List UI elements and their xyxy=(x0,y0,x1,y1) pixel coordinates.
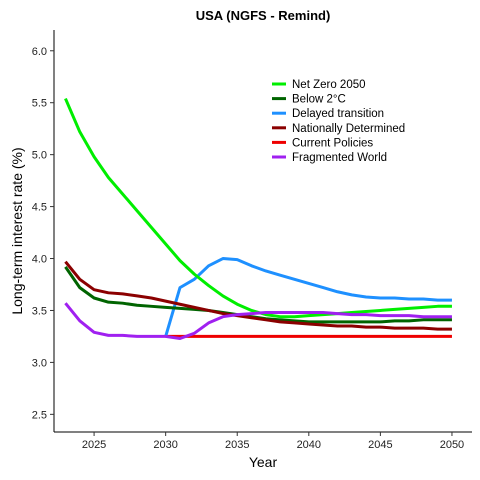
y-tick-label: 4.0 xyxy=(32,254,47,266)
series-line-delayed-transition xyxy=(164,257,452,337)
x-tick-label: 2035 xyxy=(225,439,249,451)
x-ticks: 2025 2030 2035 2040 2045 2050 xyxy=(82,432,464,451)
series-layer xyxy=(64,97,452,341)
y-tick-label: 3.5 xyxy=(32,305,47,317)
y-tick-label: 4.5 xyxy=(32,202,47,214)
y-tick-label: 3.0 xyxy=(32,357,47,369)
legend-label: Fragmented World xyxy=(292,152,387,164)
y-tick-label: 5.0 xyxy=(32,150,47,162)
y-ticks: 2.5 3.0 3.5 4.0 4.5 5.0 5.5 6.0 xyxy=(32,46,54,421)
chart-title: USA (NGFS - Remind) xyxy=(196,8,331,23)
x-tick-label: 2045 xyxy=(368,439,392,451)
y-tick-label: 5.5 xyxy=(32,98,47,110)
y-axis-title: Long-term interest rate (%) xyxy=(9,147,25,314)
x-tick-label: 2040 xyxy=(297,439,321,451)
legend-label: Current Policies xyxy=(292,137,373,149)
legend-label: Delayed transition xyxy=(292,108,384,120)
x-tick-label: 2025 xyxy=(82,439,106,451)
legend-label: Nationally Determined xyxy=(292,123,405,135)
x-axis-title: Year xyxy=(249,454,278,470)
legend-label: Below 2°C xyxy=(292,94,346,106)
legend-label: Net Zero 2050 xyxy=(292,79,366,91)
legend: Net Zero 2050 Below 2°C Delayed transition… xyxy=(272,79,405,164)
series-line-nationally-determined xyxy=(64,260,452,331)
y-tick-label: 6.0 xyxy=(32,46,47,58)
y-tick-label: 2.5 xyxy=(32,409,47,421)
x-tick-label: 2050 xyxy=(440,439,464,451)
x-tick-label: 2030 xyxy=(153,439,177,451)
series-line-fragmented-world xyxy=(64,302,452,341)
